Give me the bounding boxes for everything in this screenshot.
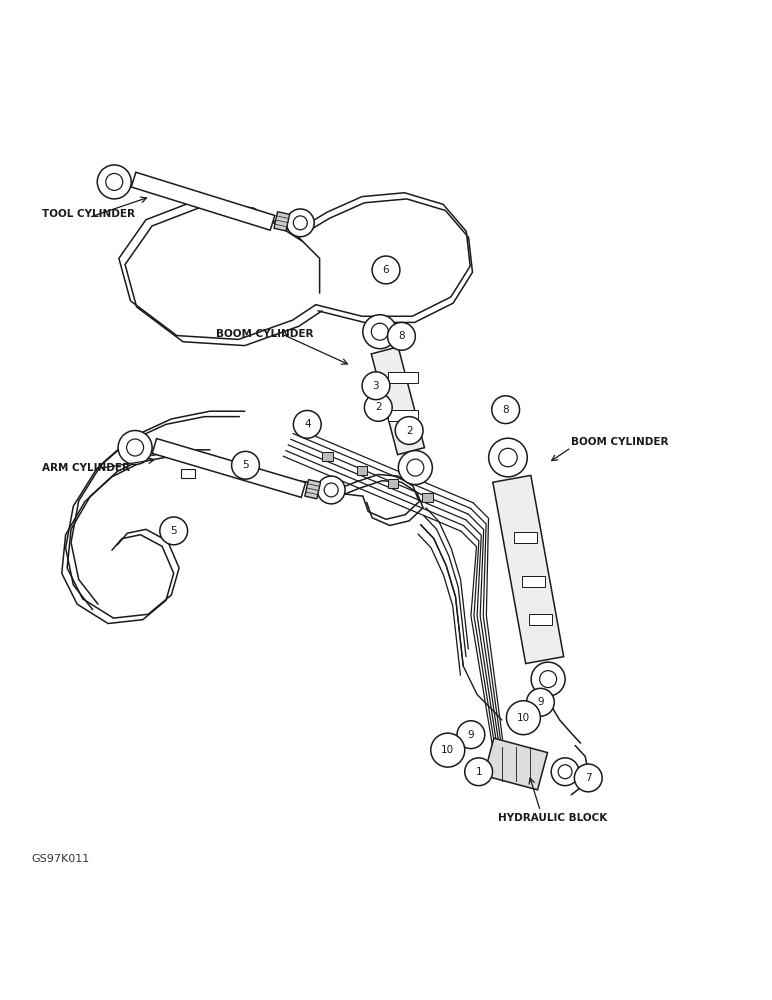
Bar (181, 469, 195, 478)
Text: 5: 5 (171, 526, 177, 536)
Circle shape (407, 459, 424, 476)
Polygon shape (305, 480, 320, 499)
Circle shape (324, 483, 338, 497)
Circle shape (362, 372, 390, 400)
Circle shape (293, 216, 307, 230)
Circle shape (106, 173, 123, 190)
Text: 5: 5 (242, 460, 249, 470)
Circle shape (363, 315, 397, 349)
Circle shape (395, 417, 423, 444)
Text: 4: 4 (304, 419, 310, 429)
Circle shape (317, 476, 345, 504)
Circle shape (489, 438, 527, 477)
Text: 3: 3 (373, 381, 379, 391)
Text: BOOM CYLINDER: BOOM CYLINDER (216, 329, 313, 339)
Text: HYDRAULIC BLOCK: HYDRAULIC BLOCK (498, 813, 608, 823)
Bar (422, 493, 433, 502)
Text: 10: 10 (441, 745, 455, 755)
Text: GS97K011: GS97K011 (31, 854, 89, 864)
Bar (388, 410, 418, 421)
Circle shape (457, 721, 485, 749)
Text: 1: 1 (476, 767, 482, 777)
Bar (514, 532, 537, 543)
Text: BOOM CYLINDER: BOOM CYLINDER (571, 437, 669, 447)
Bar (388, 372, 418, 383)
Circle shape (431, 733, 465, 767)
Text: 2: 2 (375, 402, 381, 412)
Bar (388, 479, 398, 488)
Polygon shape (131, 172, 275, 230)
Circle shape (388, 322, 415, 350)
Text: 8: 8 (398, 331, 405, 341)
Text: TOOL CYLINDER: TOOL CYLINDER (42, 209, 135, 219)
Polygon shape (274, 212, 290, 231)
Circle shape (506, 701, 540, 735)
Circle shape (499, 448, 517, 467)
Text: 8: 8 (503, 405, 509, 415)
Circle shape (371, 323, 388, 340)
Circle shape (574, 764, 602, 792)
Text: 9: 9 (468, 730, 474, 740)
Bar (484, 738, 547, 790)
Bar (529, 614, 552, 625)
Text: 6: 6 (383, 265, 389, 275)
Circle shape (551, 758, 579, 786)
Circle shape (398, 451, 432, 485)
Circle shape (372, 256, 400, 284)
Text: 7: 7 (585, 773, 591, 783)
Text: 2: 2 (406, 426, 412, 436)
Bar (322, 452, 333, 461)
Circle shape (127, 439, 144, 456)
Circle shape (97, 165, 131, 199)
Circle shape (465, 758, 493, 786)
Circle shape (531, 662, 565, 696)
Circle shape (540, 671, 557, 688)
Circle shape (527, 688, 554, 716)
Circle shape (286, 209, 314, 237)
Bar (523, 576, 546, 587)
Text: ARM CYLINDER: ARM CYLINDER (42, 463, 130, 473)
Polygon shape (493, 475, 564, 664)
Text: 10: 10 (516, 713, 530, 723)
Circle shape (160, 517, 188, 545)
Polygon shape (152, 439, 306, 497)
Circle shape (558, 765, 572, 779)
Circle shape (232, 451, 259, 479)
Circle shape (364, 393, 392, 421)
Circle shape (492, 396, 520, 424)
Bar (357, 466, 367, 475)
Polygon shape (371, 347, 425, 455)
Circle shape (293, 410, 321, 438)
Circle shape (118, 431, 152, 464)
Text: 9: 9 (537, 697, 543, 707)
